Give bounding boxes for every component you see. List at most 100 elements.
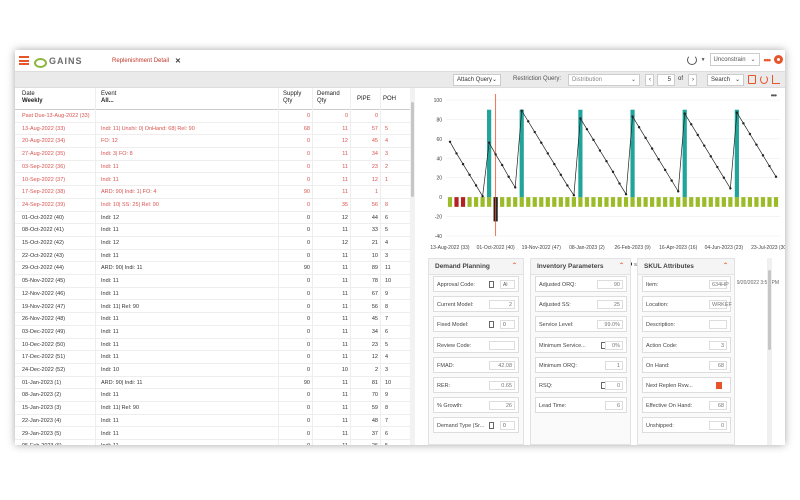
- more-menu-icon[interactable]: •••: [763, 54, 772, 65]
- field-demand-3[interactable]: Review Code:: [433, 336, 519, 353]
- field-value[interactable]: 68: [709, 401, 727, 411]
- table-row[interactable]: 17-Dec-2022 (51) Indi: 11 0 11 12 4: [15, 351, 410, 364]
- chart-menu-icon[interactable]: •••: [770, 91, 777, 100]
- field-value[interactable]: 68: [709, 360, 727, 370]
- previous-page-button[interactable]: ‹: [645, 74, 654, 86]
- header-poh[interactable]: POH: [383, 96, 397, 102]
- field-demand-6[interactable]: % Growth: 26: [433, 397, 519, 414]
- document-icon[interactable]: [489, 422, 494, 430]
- table-row[interactable]: 08-Jan-2023 (2) Indi: 11 0 11 70 9: [15, 389, 410, 403]
- field-demand-2[interactable]: Fixed Model: 0: [433, 316, 519, 333]
- field-inventory-3[interactable]: Minimum Service... 0%: [535, 336, 627, 353]
- field-inventory-4[interactable]: Minimum ORQ: 1: [535, 356, 627, 373]
- table-row[interactable]: 01-Jan-2023 (1) ARD: 90| Indi: 11 90 11 81 10: [15, 377, 410, 390]
- field-skul-0[interactable]: Item: 634HP: [642, 276, 731, 292]
- field-value[interactable]: 634HP: [709, 280, 729, 289]
- table-row[interactable]: 03-Dec-2022 (49) Indi: 11 0 11 34 6: [15, 326, 410, 339]
- field-value[interactable]: 0.65: [489, 381, 515, 390]
- table-row[interactable]: 03-Sep-2022 (36) Indi: 11 0 11 23 2: [15, 161, 410, 174]
- inventory-parameters-header[interactable]: Inventory Parameters ⌃: [531, 259, 630, 275]
- tab-close-icon[interactable]: ✕: [175, 57, 181, 65]
- field-inventory-0[interactable]: Adjusted ORQ: 90: [535, 276, 627, 292]
- field-demand-7[interactable]: Demand Type (Sr... 0: [433, 417, 519, 434]
- field-value[interactable]: [489, 340, 515, 350]
- field-inventory-2[interactable]: Service Level: 99.0%: [535, 316, 627, 333]
- document-icon[interactable]: [489, 281, 494, 288]
- field-inventory-5[interactable]: RSQ: 0: [535, 377, 627, 393]
- field-skul-2[interactable]: Description:: [642, 316, 731, 333]
- field-value[interactable]: 6: [605, 401, 623, 411]
- table-row[interactable]: 10-Dec-2022 (50) Indi: 11 0 11 23 5: [15, 339, 410, 352]
- field-skul-1[interactable]: Location: WRKEF: [642, 296, 732, 313]
- tab-replenishment-detail[interactable]: Replenishment Detail: [112, 57, 170, 64]
- table-row[interactable]: 19-Nov-2022 (47) Indi: 11| Rel: 90 0 11 56 8: [15, 301, 410, 314]
- page-number-input[interactable]: 5: [657, 74, 675, 86]
- next-page-button[interactable]: ›: [688, 74, 697, 86]
- field-value[interactable]: 0: [709, 421, 727, 431]
- field-value[interactable]: 0%: [605, 340, 623, 350]
- refresh-dropdown-icon[interactable]: ▼: [700, 56, 706, 63]
- table-row[interactable]: 08-Oct-2022 (41) Indi: 11 0 11 33 5: [15, 224, 410, 237]
- table-row[interactable]: 29-Oct-2022 (44) ARD: 90| Indi: 11 90 11 89 1…: [15, 262, 410, 276]
- table-row[interactable]: 01-Oct-2022 (40) Indi: 12 0 12 44 6: [15, 212, 410, 225]
- table-row[interactable]: 29-Jan-2023 (5) Indi: 11 0 11 37 6: [15, 428, 410, 441]
- hamburger-menu-icon[interactable]: [19, 56, 29, 65]
- table-row[interactable]: 24-Dec-2022 (52) Indi: 10 0 10 2 3: [15, 364, 410, 377]
- field-skul-5[interactable]: Next Replen Rvw...: [642, 377, 731, 393]
- document-icon[interactable]: [489, 321, 494, 329]
- field-value[interactable]: 99.0%: [597, 320, 623, 330]
- scrollbar-thumb[interactable]: [411, 102, 414, 197]
- edit-icon[interactable]: [716, 382, 722, 389]
- table-row[interactable]: 15-Jan-2023 (3) Indi: 11| Rel: 90 0 11 59 8: [15, 402, 410, 415]
- header-demand-qty[interactable]: Demand Qty: [317, 91, 340, 104]
- field-value[interactable]: 42.08: [489, 360, 515, 370]
- field-skul-7[interactable]: Unshipped: 0: [642, 417, 731, 434]
- field-inventory-6[interactable]: Lead Time: 6: [535, 397, 627, 414]
- table-row[interactable]: 26-Nov-2022 (48) Indi: 11 0 11 45 7: [15, 313, 410, 326]
- table-row[interactable]: 05-Feb-2023 (6) Indi: 11 01126 5: [15, 440, 410, 445]
- table-row[interactable]: Past Due-13-Aug-2022 (33) 0 0 0: [15, 110, 410, 123]
- panels-scrollbar[interactable]: [767, 258, 772, 445]
- field-value[interactable]: 90: [597, 280, 623, 289]
- table-row[interactable]: 24-Sep-2022 (39) Indi: 10| SS: 25| Rel: 9…: [15, 199, 410, 212]
- field-inventory-1[interactable]: Adjusted SS: 25: [535, 296, 627, 313]
- table-row[interactable]: 17-Sep-2022 (38) ARD: 90| Indi: 1| FO: 4 9…: [15, 186, 410, 199]
- refresh-icon[interactable]: [686, 54, 697, 65]
- field-value[interactable]: [709, 320, 727, 330]
- field-demand-4[interactable]: FMAD: 42.08: [433, 356, 519, 373]
- calendar-icon[interactable]: [748, 75, 756, 84]
- collapse-icon[interactable]: ⌃: [722, 263, 728, 269]
- field-value[interactable]: 25: [597, 300, 623, 310]
- table-row[interactable]: 20-Aug-2022 (34) FO: 12 0 12 45 4: [15, 135, 410, 149]
- field-value[interactable]: WRKEF: [709, 300, 732, 310]
- field-value[interactable]: 1: [605, 360, 623, 370]
- collapse-icon[interactable]: ⌃: [618, 263, 624, 269]
- header-event[interactable]: Event All...: [101, 91, 117, 104]
- table-row[interactable]: 27-Aug-2022 (35) Indi: 3| FO: 8 0 11 34 3: [15, 148, 410, 161]
- field-value[interactable]: 2: [489, 300, 515, 310]
- field-value[interactable]: 3: [709, 340, 727, 350]
- field-skul-6[interactable]: Effective On Hand: 68: [642, 397, 731, 414]
- field-value[interactable]: 26: [489, 401, 515, 411]
- restriction-query-select[interactable]: Distribution ⌄: [568, 74, 640, 86]
- skul-attributes-header[interactable]: SKUL Attributes ⌃: [638, 259, 734, 275]
- collapse-icon[interactable]: ⌃: [511, 263, 517, 269]
- header-date[interactable]: Date Weekly: [22, 91, 43, 104]
- field-select[interactable]: Al: [500, 280, 515, 289]
- sync-icon[interactable]: [760, 75, 768, 84]
- scrollbar-thumb[interactable]: [768, 270, 771, 350]
- unconstrain-select[interactable]: Unconstrain ⌄: [709, 53, 760, 66]
- grid-scrollbar[interactable]: [410, 88, 415, 445]
- table-row[interactable]: 05-Nov-2022 (45) Indi: 11 0 11 78 10: [15, 275, 410, 288]
- field-skul-3[interactable]: Action Code: 3: [642, 336, 731, 353]
- table-row[interactable]: 13-Aug-2022 (33) Indi: 11| Unshi: 0| OnHa…: [15, 123, 410, 136]
- table-row[interactable]: 22-Jan-2023 (4) Indi: 11 0 11 48 7: [15, 415, 410, 428]
- header-supply-qty[interactable]: Supply Qty: [283, 91, 302, 104]
- field-demand-5[interactable]: RER: 0.65: [433, 377, 519, 393]
- field-select[interactable]: 0: [500, 320, 515, 330]
- field-skul-4[interactable]: On Hand: 68: [642, 356, 731, 373]
- field-select[interactable]: 0: [500, 421, 515, 431]
- table-row[interactable]: 10-Sep-2022 (37) Indi: 11 0 11 12 1: [15, 174, 410, 187]
- table-row[interactable]: 12-Nov-2022 (46) Indi: 11 0 11 67 9: [15, 288, 410, 301]
- table-row[interactable]: 15-Oct-2022 (42) Indi: 12 0 12 21 4: [15, 237, 410, 250]
